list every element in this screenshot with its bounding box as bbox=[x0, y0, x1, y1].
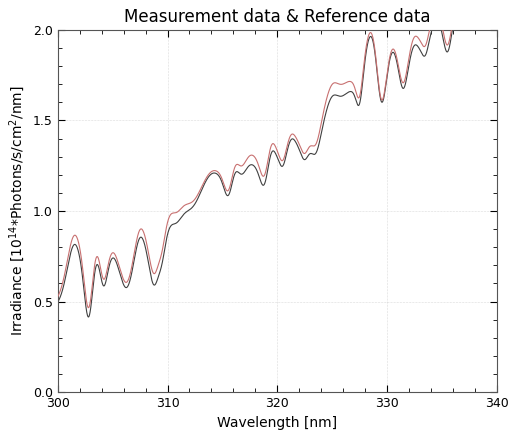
Title: Measurement data & Reference data: Measurement data & Reference data bbox=[124, 7, 430, 25]
X-axis label: Wavelength [nm]: Wavelength [nm] bbox=[217, 416, 337, 430]
Y-axis label: Irradiance [$10^{14}$*Photons/s/cm$^2$/nm]: Irradiance [$10^{14}$*Photons/s/cm$^2$/n… bbox=[8, 86, 27, 336]
